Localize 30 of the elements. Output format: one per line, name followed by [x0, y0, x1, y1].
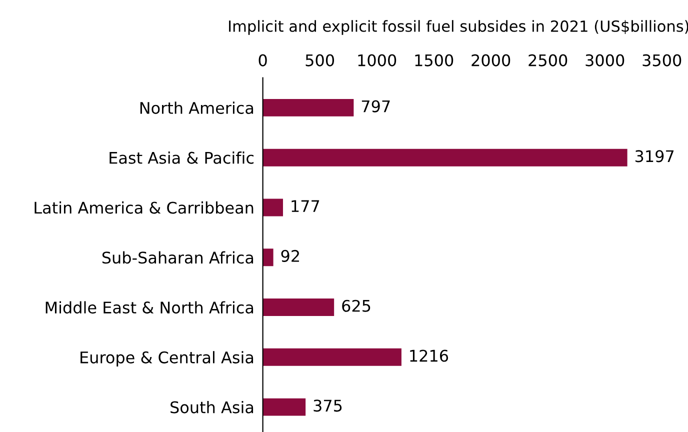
data-label: 1216 [410, 350, 448, 362]
x-tick-label: 0 [258, 54, 267, 66]
bar [262, 248, 274, 266]
y-tick-label: South Asia [170, 400, 254, 414]
y-tick-label: Europe & Central Asia [80, 351, 254, 367]
bar [262, 398, 306, 416]
bar [262, 298, 334, 316]
y-tick-label: North America [140, 102, 254, 114]
x-tick-label: 2000 [472, 54, 510, 66]
y-tick-label: Sub-Saharan Africa [102, 251, 254, 264]
bar [262, 148, 628, 166]
bar [262, 198, 283, 216]
data-label: 92 [281, 250, 299, 262]
x-tick-label: 1000 [358, 54, 396, 66]
bar [262, 98, 354, 116]
x-tick-label: 1500 [415, 54, 454, 66]
data-label: 177 [292, 200, 320, 212]
y-tick-label: Latin America & Carribbean [34, 201, 254, 214]
bar [262, 348, 402, 366]
y-tick-label: Middle East & North Africa [46, 301, 254, 314]
x-tick-label: 2500 [528, 54, 568, 66]
data-label: 375 [314, 400, 342, 412]
x-tick-label: 3500 [642, 54, 682, 66]
y-tick-label: East Asia & Pacific [110, 152, 254, 164]
data-label: 797 [362, 100, 390, 112]
data-label: 3197 [635, 150, 674, 162]
data-label: 625 [342, 300, 370, 312]
x-tick-label: 3000 [586, 54, 624, 66]
x-axis-title: Implicit and explicit fossil fuel subsides in 2021 (US$billions) [229, 20, 688, 35]
x-tick-label: 500 [306, 54, 334, 66]
